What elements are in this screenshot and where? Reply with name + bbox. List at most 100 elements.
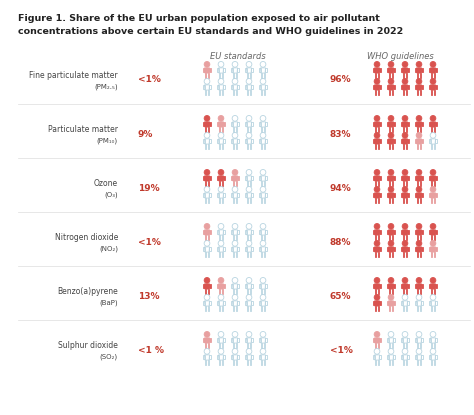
Bar [377,306,379,310]
Bar [252,68,253,72]
Circle shape [388,115,394,121]
Bar [408,68,409,72]
Polygon shape [374,85,380,90]
Polygon shape [389,284,393,289]
Bar [205,198,207,203]
Bar [377,198,379,203]
Bar [264,252,265,256]
Circle shape [374,78,380,84]
Bar [221,73,223,78]
Bar [264,181,265,186]
Bar [261,289,263,293]
Bar [415,85,417,89]
Bar [236,235,237,239]
Polygon shape [430,230,436,235]
Circle shape [430,186,436,192]
Bar [265,247,267,251]
Bar [208,252,209,256]
Polygon shape [374,301,380,306]
Bar [417,144,419,149]
Bar [403,73,404,78]
Polygon shape [402,176,408,181]
Polygon shape [389,230,393,235]
Bar [406,144,407,149]
Polygon shape [430,176,436,181]
Bar [421,284,423,288]
Bar [231,338,233,342]
Bar [377,289,379,293]
Circle shape [430,278,436,283]
Bar [217,247,219,251]
Bar [210,301,211,305]
Bar [419,343,421,348]
Bar [375,235,376,239]
Bar [387,230,389,234]
Bar [223,301,225,305]
Bar [375,343,376,348]
Bar [249,181,251,186]
Bar [205,360,207,365]
Bar [245,176,246,180]
Bar [417,289,419,293]
Bar [389,181,391,186]
Bar [415,122,417,126]
Bar [403,360,404,365]
Bar [434,343,435,348]
Bar [431,306,432,310]
Bar [408,338,409,342]
Bar [387,193,389,197]
Bar [233,252,235,256]
Bar [421,230,423,234]
Bar [236,252,237,256]
Polygon shape [374,284,380,289]
Bar [406,235,407,239]
Bar [401,230,402,234]
Circle shape [388,78,394,84]
Bar [203,301,204,305]
Text: <1 %: <1 % [138,346,164,354]
Bar [264,198,265,203]
Bar [421,122,423,126]
Bar [373,338,374,342]
Bar [377,360,379,365]
Text: (SO₂): (SO₂) [100,354,118,360]
Bar [434,306,435,310]
Polygon shape [430,193,436,198]
Bar [247,181,248,186]
Circle shape [204,278,210,283]
Bar [417,90,419,95]
Bar [236,289,237,293]
Bar [247,252,248,256]
Bar [233,198,235,203]
Bar [375,181,376,186]
Bar [203,68,204,72]
Bar [429,338,430,342]
Bar [237,284,239,288]
Bar [252,247,253,251]
Polygon shape [204,68,210,73]
Bar [205,343,207,348]
Bar [252,139,253,143]
Polygon shape [417,230,421,235]
Polygon shape [204,338,210,343]
Text: 83%: 83% [330,129,352,139]
Bar [421,338,423,342]
Bar [231,68,233,72]
Bar [219,289,220,293]
Bar [436,85,437,89]
Bar [421,247,423,251]
Bar [221,235,223,239]
Circle shape [416,132,422,138]
Bar [393,301,395,305]
Bar [417,181,419,186]
Circle shape [218,169,224,175]
Circle shape [204,332,210,337]
Bar [259,68,261,72]
Bar [265,68,267,72]
Bar [393,230,395,234]
Bar [265,139,267,143]
Bar [408,176,409,180]
Bar [208,289,209,293]
Bar [265,338,267,342]
Circle shape [430,224,436,229]
